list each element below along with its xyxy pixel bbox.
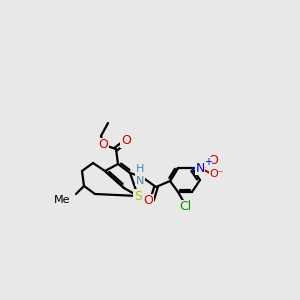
Text: O⁻: O⁻ [210,169,224,179]
Text: N: N [195,161,205,175]
Text: +: + [204,157,212,167]
Text: H
N: H N [136,164,144,186]
Text: Me: Me [54,195,70,205]
Text: O: O [143,194,153,208]
Text: O: O [208,154,218,166]
Text: O: O [98,139,108,152]
Text: S: S [134,190,142,202]
Text: O: O [121,134,131,148]
Text: Cl: Cl [179,200,191,214]
